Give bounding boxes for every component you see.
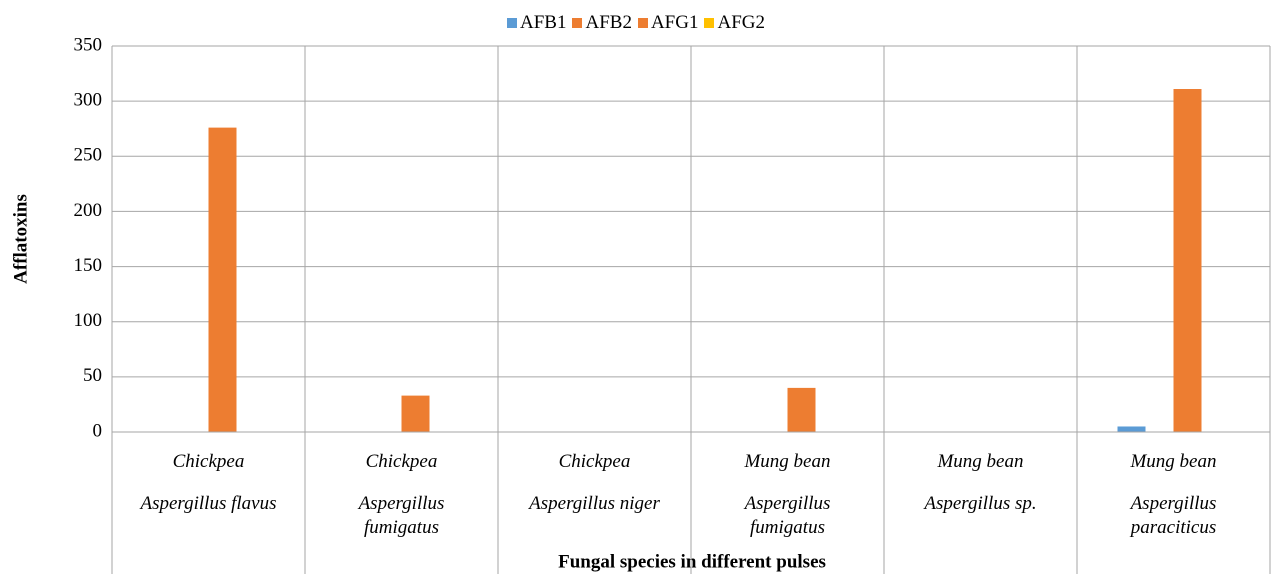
y-tick-label: 150: [74, 255, 103, 276]
legend-swatch: [704, 18, 715, 28]
bar: [1173, 89, 1202, 433]
legend: AFB1 AFB2 AFG1 AFG2: [0, 12, 1272, 34]
x-tick-label: Chickpea: [365, 451, 438, 472]
legend-item: AFB1: [507, 12, 566, 33]
y-tick-label: 200: [74, 200, 103, 221]
x-tick-label: Chickpea: [558, 451, 631, 472]
y-tick-label: 50: [83, 365, 102, 386]
legend-swatch: [637, 18, 648, 28]
legend-swatch: [507, 18, 518, 28]
y-tick-label: 300: [74, 90, 103, 111]
x-tick-label: Aspergillus sp.: [924, 493, 1037, 514]
bar: [1117, 426, 1146, 432]
x-tick-label: Aspergillus flavus: [140, 493, 277, 514]
y-tick-label: 250: [74, 145, 103, 166]
legend-swatch: [572, 18, 583, 28]
x-tick-label: Mung bean: [744, 451, 831, 472]
legend-item: AFG2: [704, 12, 765, 33]
legend-item: AFB2: [572, 12, 632, 33]
x-tick-label: Aspergillus paraciticus: [1130, 493, 1217, 538]
y-tick-label: 350: [74, 34, 103, 55]
x-tick-label: Mung bean: [1130, 451, 1217, 472]
legend-label: AFG2: [717, 12, 765, 33]
legend-label: AFB1: [520, 12, 567, 33]
legend-label: AFG1: [650, 12, 699, 33]
y-tick-label: 0: [93, 420, 103, 441]
x-axis-title: Fungal species in different pulses: [558, 551, 826, 572]
x-tick-label: Aspergillus fumigatus: [358, 493, 445, 538]
x-tick-label: Aspergillus niger: [529, 493, 660, 514]
bar: [208, 127, 237, 433]
x-tick-label: Aspergillus fumigatus: [744, 493, 831, 538]
x-tick-label: Chickpea: [172, 451, 245, 472]
legend-item: AFG1: [637, 12, 699, 33]
x-tick-label: Mung bean: [937, 451, 1024, 472]
bar: [401, 395, 430, 432]
legend-label: AFB2: [585, 12, 632, 33]
bar: [787, 387, 816, 432]
y-axis-title: Afflatoxins: [10, 194, 31, 284]
y-tick-label: 100: [74, 310, 103, 331]
